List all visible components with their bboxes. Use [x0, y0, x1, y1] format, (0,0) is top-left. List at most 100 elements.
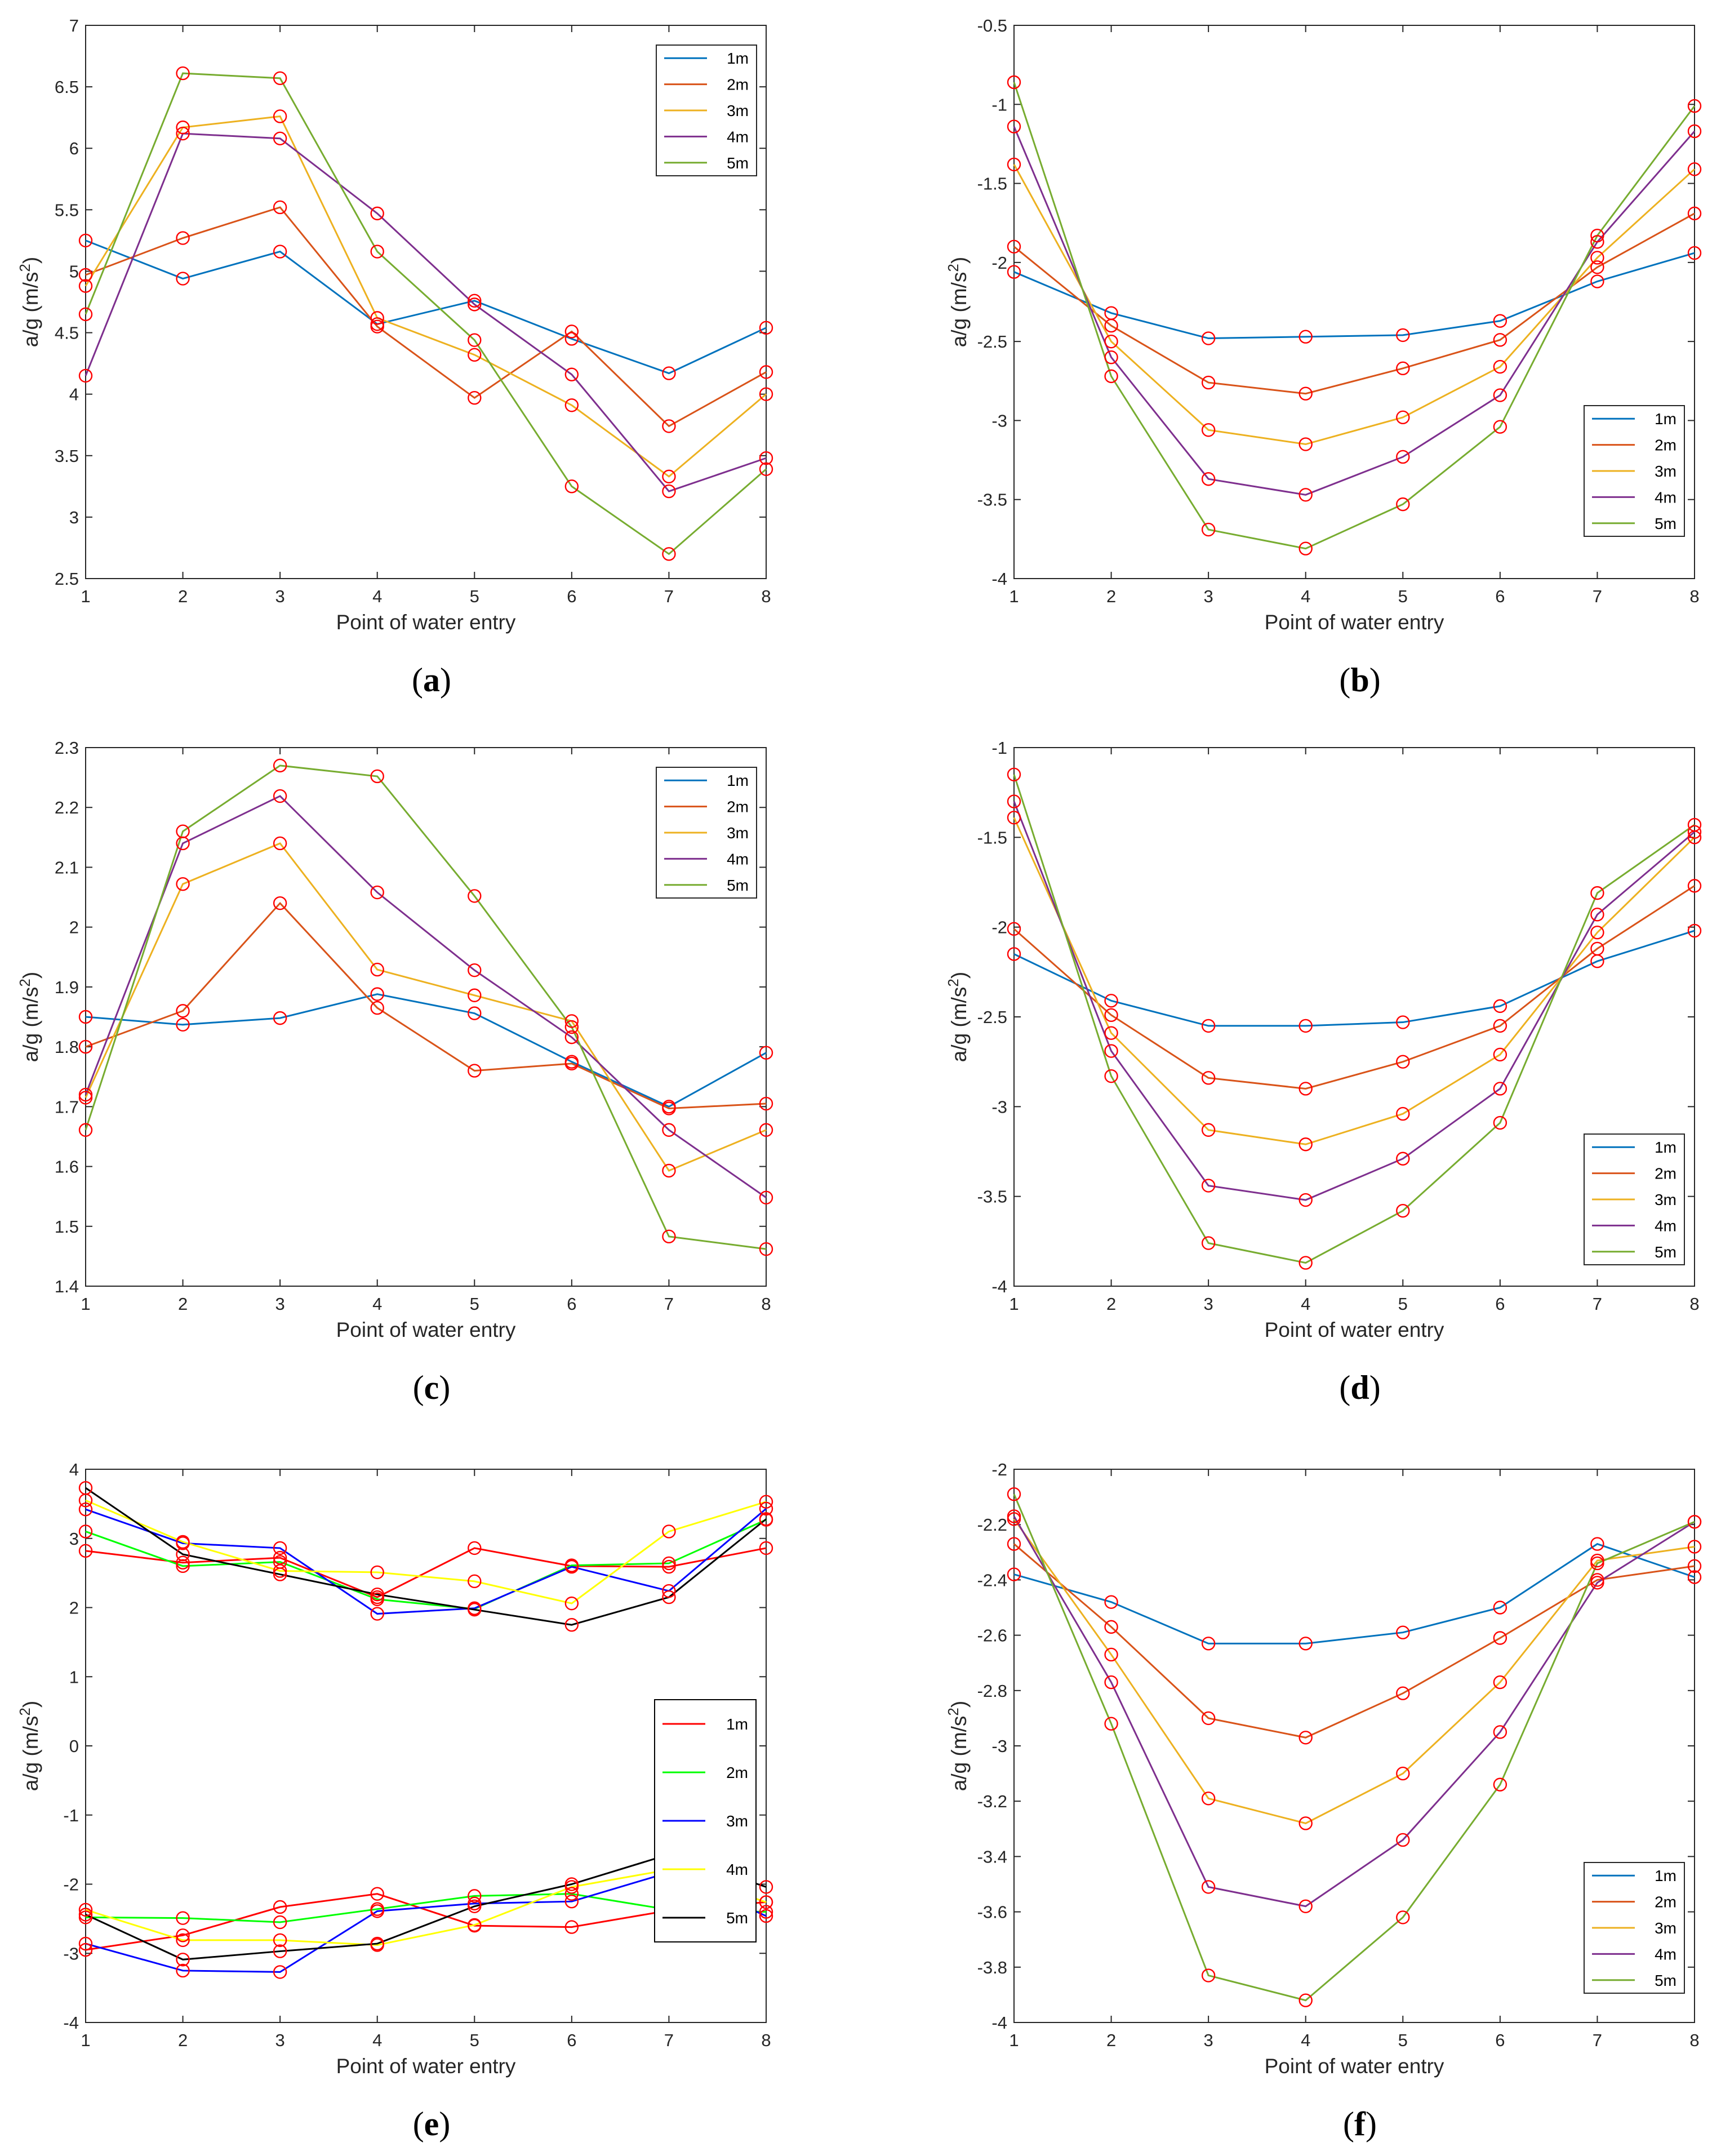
series-5m-marker: [78, 307, 93, 322]
series-3m-lower-marker: [78, 1936, 93, 1951]
legend: 1m 2m 3m 4m 5m: [654, 1699, 757, 1942]
y-tick-label: -2.2: [977, 1515, 1007, 1535]
series-5m-marker: [78, 1481, 93, 1495]
series-5m-marker: [370, 245, 384, 259]
legend-label: 3m: [727, 824, 749, 842]
series-5m-marker: [759, 1242, 773, 1256]
series-2m-lower-marker: [564, 1887, 579, 1901]
series-4m-marker: [468, 297, 482, 312]
x-tick-label: 1: [81, 2030, 90, 2050]
series-2m-marker: [78, 1039, 93, 1054]
series-2m-line: [1013, 1543, 1695, 1739]
series-2m-line: [85, 1519, 767, 1610]
series-5m-marker: [1007, 75, 1021, 90]
series-1m-marker: [78, 1544, 93, 1558]
plot-area: [1013, 25, 1695, 579]
series-2m-marker: [1396, 1686, 1410, 1700]
x-tick-label: 5: [1398, 2030, 1408, 2050]
series-5m-marker: [1298, 1256, 1313, 1270]
series-4m-marker: [1590, 908, 1604, 922]
series-4m-marker: [370, 1565, 384, 1580]
y-tick-label: -4: [63, 2013, 79, 2033]
series-5m-marker: [1687, 99, 1702, 113]
series-2m-marker: [662, 1101, 676, 1115]
series-2m-lower-line: [85, 1893, 767, 1923]
series-5m-marker: [1687, 1515, 1702, 1529]
series-4m-marker: [1590, 1576, 1604, 1590]
series-4m-line: [85, 1499, 767, 1604]
x-tick-label: 7: [664, 2030, 674, 2050]
series-2m-marker: [1687, 879, 1702, 893]
series-5m-lower-marker: [759, 1880, 773, 1894]
series-5m-marker: [1298, 541, 1313, 555]
legend: 1m 2m 3m 4m 5m: [656, 45, 757, 176]
series-2m-marker: [78, 268, 93, 282]
series-2m-marker: [370, 1001, 384, 1015]
plot-area: [1013, 747, 1695, 1287]
series-4m-marker: [1007, 1509, 1021, 1523]
x-axis-label: Point of water entry: [336, 2055, 516, 2078]
y-tick-label: -2.5: [977, 1007, 1007, 1027]
series-1m-marker: [1493, 1601, 1507, 1615]
x-tick-label: 2: [178, 1294, 188, 1314]
series-3m-line: [85, 1508, 767, 1615]
x-tick-label: 6: [567, 586, 576, 606]
y-tick-label: -3: [991, 411, 1007, 430]
series-4m-marker: [370, 206, 384, 221]
series-4m-marker: [1493, 388, 1507, 402]
x-tick-label: 6: [1495, 2030, 1505, 2050]
x-tick-label: 6: [1495, 586, 1505, 606]
series-4m-marker: [1104, 1675, 1118, 1690]
series-1m-marker: [1396, 328, 1410, 343]
series-2m-lower-marker: [273, 1915, 287, 1930]
series-3m-marker: [1007, 157, 1021, 172]
series-3m-marker: [759, 1123, 773, 1137]
x-tick-label: 5: [470, 2030, 479, 2050]
x-tick-label: 5: [1398, 1294, 1408, 1314]
series-5m-marker: [370, 769, 384, 784]
series-4m-marker: [468, 963, 482, 977]
y-tick-label: 7: [69, 16, 79, 35]
series-1m-marker: [1687, 246, 1702, 260]
series-4m-lower-marker: [273, 1933, 287, 1948]
y-tick-label: 3: [69, 1529, 79, 1549]
series-2m-marker: [1201, 1071, 1216, 1085]
x-tick-label: 2: [178, 2030, 188, 2050]
series-1m-marker: [1493, 999, 1507, 1013]
series-5m-marker: [1396, 497, 1410, 512]
series-2m-marker: [468, 1064, 482, 1078]
y-tick-label: 1.6: [55, 1157, 79, 1177]
y-tick-label: 0: [69, 1736, 79, 1756]
series-5m-marker: [1396, 1203, 1410, 1218]
x-tick-label: 1: [1009, 2030, 1019, 2050]
series-2m-marker: [1298, 1731, 1313, 1745]
series-4m-marker: [1298, 1193, 1313, 1207]
y-tick-label: 1.9: [55, 977, 79, 997]
series-5m-marker: [564, 479, 579, 494]
series-3m-marker: [370, 1607, 384, 1621]
series-1m-marker: [1298, 330, 1313, 344]
x-tick-label: 8: [1689, 586, 1699, 606]
x-tick-label: 7: [664, 586, 674, 606]
series-5m-marker: [759, 1512, 773, 1526]
series-1m-line: [1013, 1542, 1695, 1644]
series-1m-marker: [176, 1017, 190, 1032]
series-1m-line: [1013, 930, 1695, 1027]
y-tick-label: -2.5: [977, 332, 1007, 352]
series-2m-marker: [1007, 239, 1021, 254]
x-tick-label: 2: [178, 586, 188, 606]
series-2m-marker: [1590, 941, 1604, 956]
y-tick-label: -1: [991, 738, 1007, 758]
y-tick-label: -2: [63, 1875, 79, 1895]
series-3m-marker: [176, 877, 190, 891]
y-tick-label: -2.4: [977, 1570, 1007, 1590]
series-1m-lower-marker: [564, 1920, 579, 1934]
series-5m-marker: [468, 1602, 482, 1617]
series-1m-marker: [468, 1541, 482, 1555]
series-3m-marker: [468, 988, 482, 1002]
legend-label: 4m: [1655, 488, 1676, 506]
series-3m-marker: [1493, 1675, 1507, 1690]
series-2m-marker: [1298, 1082, 1313, 1096]
legend: 1m 2m 3m 4m 5m: [1584, 405, 1685, 537]
series-1m-marker: [176, 1555, 190, 1570]
